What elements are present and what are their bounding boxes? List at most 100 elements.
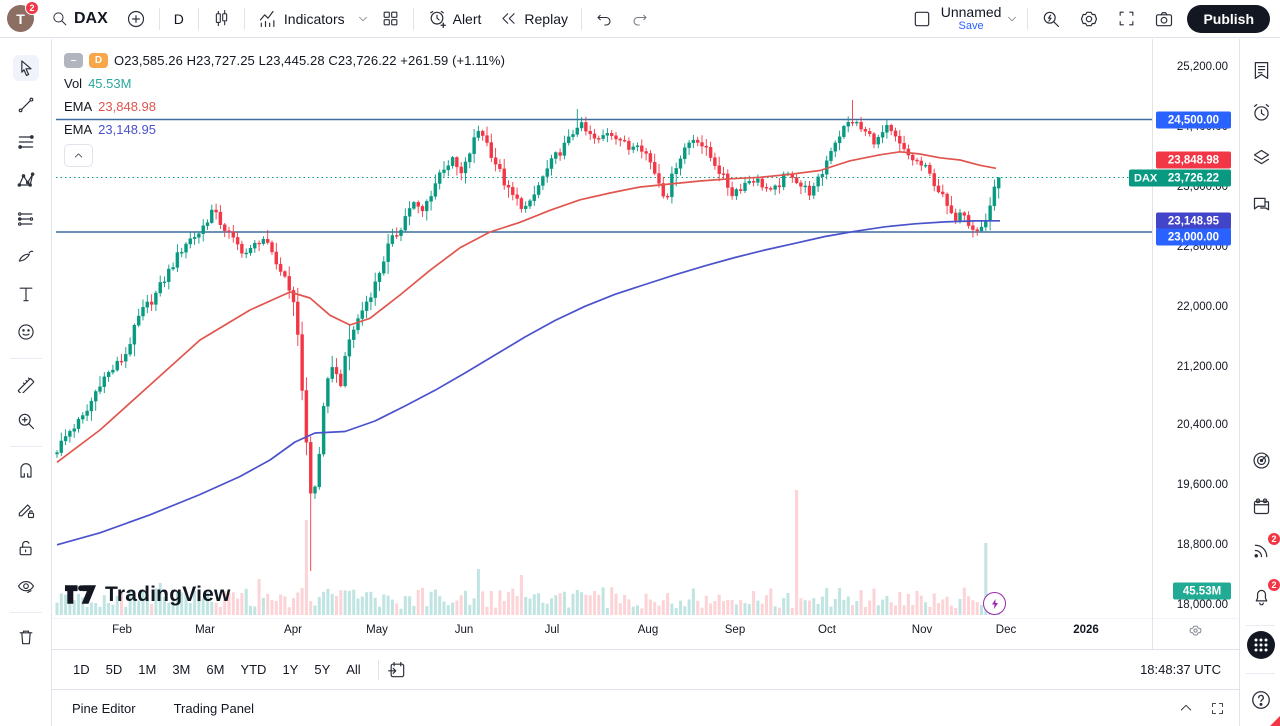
price-chart[interactable] — [52, 39, 1152, 618]
replay-button[interactable]: Replay — [490, 4, 577, 34]
bell-icon — [1255, 589, 1267, 605]
help-button[interactable] — [1248, 687, 1274, 713]
flash-event-badge[interactable] — [983, 592, 1006, 615]
trend-line-tool-button[interactable] — [13, 92, 39, 118]
time-tick: Nov — [911, 624, 933, 636]
legend-ema-fast-row[interactable]: EMA 23,848.98 — [64, 96, 505, 116]
pattern-tool-button[interactable] — [13, 167, 39, 193]
screener-button[interactable] — [1248, 447, 1274, 473]
alert-button[interactable]: Alert — [418, 4, 491, 34]
price-tick: 20,400.00 — [1176, 419, 1228, 431]
screenshot-button[interactable] — [1145, 4, 1183, 34]
symbol-search-button[interactable]: DAX — [42, 4, 117, 34]
price-axis[interactable]: 25,200.0024,400.0023,600.0022,800.0022,0… — [1153, 39, 1238, 649]
price-tick: 18,000.00 — [1176, 599, 1228, 611]
range-button-5d[interactable]: 5D — [105, 662, 123, 677]
brush-tool-button[interactable] — [13, 243, 39, 269]
volume-legend-value: 45.53M — [88, 75, 132, 91]
layout-name-button[interactable]: Unnamed Save — [941, 4, 1002, 33]
calendar-button[interactable] — [1248, 493, 1274, 519]
user-avatar[interactable]: T 2 — [7, 1, 39, 32]
time-axis[interactable]: Feb Mar Apr May Jun Jul Aug Sep Oct Nov Dec 2026 — [52, 619, 1152, 649]
tradingview-logo-icon — [64, 585, 97, 604]
undo-button[interactable] — [586, 4, 622, 34]
text-tool-button[interactable] — [13, 281, 39, 307]
settings-button[interactable] — [1070, 4, 1108, 34]
level-label-23000: 23,000.00 — [1156, 228, 1231, 246]
news-button[interactable]: 2 — [1248, 532, 1280, 563]
compare-add-button[interactable] — [117, 4, 155, 34]
emoji-tool-button[interactable] — [13, 319, 39, 345]
indicators-label: Indicators — [283, 10, 345, 27]
measure-tool-button[interactable] — [13, 370, 39, 396]
remove-drawings-button[interactable] — [13, 624, 39, 650]
chart-style-button[interactable] — [203, 4, 240, 34]
range-button-ytd[interactable]: YTD — [240, 662, 267, 677]
notifications-button[interactable]: 2 — [1248, 578, 1280, 609]
watchlist-button[interactable] — [1248, 57, 1274, 83]
ema-slow-label: 23,148.95 — [1156, 212, 1231, 230]
indicators-dropdown-arrow[interactable] — [354, 4, 372, 34]
indicators-button[interactable]: Indicators — [249, 4, 354, 34]
legend-main-row[interactable]: – D O23,585.26 H23,727.25 L23,445.28 C23… — [64, 50, 505, 70]
layers-icon — [1253, 149, 1269, 164]
range-button-1d[interactable]: 1D — [73, 662, 90, 677]
price-tick: 25,200.00 — [1176, 61, 1228, 73]
more-apps-button[interactable] — [1247, 631, 1275, 659]
hide-drawings-button[interactable] — [13, 574, 39, 600]
redo-button[interactable] — [622, 4, 658, 34]
pencil-lock-icon — [18, 504, 35, 519]
chat-button[interactable] — [1248, 191, 1274, 217]
range-button-1m[interactable]: 1M — [138, 662, 157, 677]
range-button-all[interactable]: All — [346, 662, 361, 677]
legend-ema-slow-row[interactable]: EMA 23,148.95 — [64, 119, 505, 139]
expand-panel-icon[interactable] — [1178, 700, 1194, 716]
range-button-5y[interactable]: 5Y — [314, 662, 331, 677]
range-button-6m[interactable]: 6M — [206, 662, 225, 677]
time-tick: Mar — [195, 624, 215, 636]
cursor-tool-button[interactable] — [13, 55, 39, 81]
price-axis-settings-button[interactable] — [1188, 623, 1203, 643]
legend-collapse-button[interactable] — [64, 144, 93, 167]
divider — [52, 689, 1239, 690]
last-price-symbol-tag: DAX — [1129, 169, 1163, 187]
time-tick: 2026 — [1073, 624, 1099, 636]
layout-select-button[interactable] — [903, 4, 941, 34]
hide-series-button[interactable]: – — [64, 52, 83, 68]
divider — [243, 7, 245, 30]
forecast-tool-button[interactable] — [13, 206, 39, 232]
alert-clock-icon — [429, 10, 446, 28]
trend-line-icon — [18, 97, 34, 113]
divider — [10, 358, 42, 359]
object-tree-button[interactable] — [1248, 144, 1274, 170]
interval-button[interactable]: D — [164, 4, 194, 34]
watchlist-icon — [1254, 61, 1268, 79]
avatar-notification-badge: 2 — [25, 1, 39, 15]
lock-drawings-button[interactable] — [13, 535, 39, 561]
range-button-3m[interactable]: 3M — [172, 662, 191, 677]
layout-dropdown-arrow[interactable] — [1001, 4, 1023, 34]
level-label-24500: 24,500.00 — [1156, 111, 1231, 129]
legend-volume-row[interactable]: Vol 45.53M — [64, 73, 505, 93]
zoom-in-tool-button[interactable] — [13, 408, 39, 434]
time-tick: Dec — [995, 624, 1017, 636]
apps-grid-icon — [1254, 638, 1268, 652]
fullscreen-button[interactable] — [1108, 4, 1145, 34]
alerts-panel-button[interactable] — [1248, 99, 1274, 125]
pine-editor-tab[interactable]: Pine Editor — [72, 700, 136, 716]
magnet-mode-button[interactable] — [13, 459, 39, 485]
maximize-panel-icon[interactable] — [1210, 701, 1225, 716]
trading-panel-tab[interactable]: Trading Panel — [173, 700, 255, 716]
legend-interval-pill[interactable]: D — [89, 52, 108, 68]
go-to-date-button[interactable] — [387, 660, 407, 680]
drawing-mode-button[interactable] — [13, 497, 39, 523]
range-button-1y[interactable]: 1Y — [282, 662, 299, 677]
fib-retracement-tool-button[interactable] — [13, 129, 39, 155]
publish-button[interactable]: Publish — [1187, 4, 1270, 33]
save-link[interactable]: Save — [958, 20, 984, 33]
session-clock[interactable]: 18:48:37 UTC — [1140, 662, 1221, 677]
ruler-icon — [17, 377, 35, 393]
quick-search-button[interactable] — [1032, 4, 1070, 34]
indicator-templates-button[interactable] — [372, 4, 409, 34]
bottom-panel-bar: Pine Editor Trading Panel — [52, 690, 1239, 726]
